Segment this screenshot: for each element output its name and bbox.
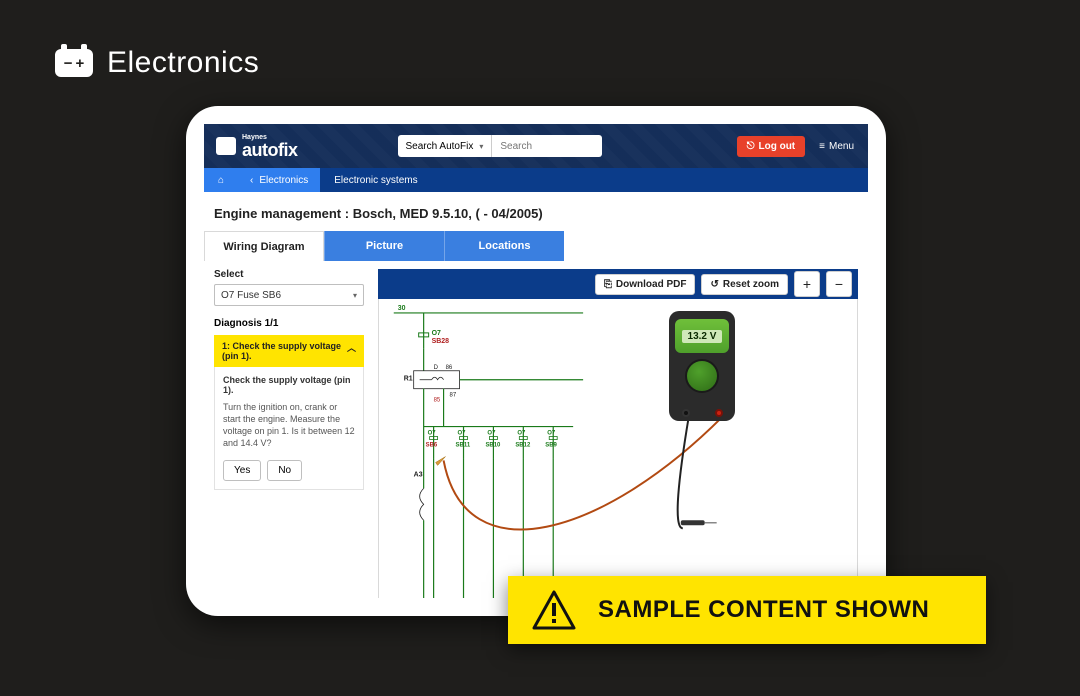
hamburger-icon: ≡ [819,141,825,152]
svg-text:SB9: SB9 [545,443,557,449]
multimeter-port-v [715,409,723,417]
svg-text:O7: O7 [487,431,496,437]
svg-text:SB28: SB28 [432,338,450,345]
component-select-value: O7 Fuse SB6 [221,290,281,301]
breadcrumb-back-label: Electronics [259,175,308,186]
diagnosis-accordion-header[interactable]: 1: Check the supply voltage (pin 1). ︿ [214,335,364,367]
search-group: Search AutoFix ▾ [398,135,603,157]
brand-line2: autofix [242,141,298,159]
search-scope-select[interactable]: Search AutoFix ▾ [398,135,493,157]
sample-content-banner: SAMPLE CONTENT SHOWN [508,576,986,644]
svg-text:O7: O7 [547,431,556,437]
logout-icon: ⎋ [747,141,755,152]
warning-icon [532,590,576,630]
tab-locations[interactable]: Locations [444,231,564,261]
reset-icon: ↺ [710,279,718,290]
search-scope-label: Search AutoFix [406,141,474,152]
component-select[interactable]: O7 Fuse SB6 ▾ [214,284,364,306]
breadcrumb-current-label: Electronic systems [334,175,417,186]
svg-text:30: 30 [398,305,406,312]
diagram-toolbar: ⎘ Download PDF ↺ Reset zoom + − [378,269,858,299]
diagnosis-accordion-body: Check the supply voltage (pin 1). Turn t… [214,367,364,490]
svg-text:SB11: SB11 [456,443,471,449]
yes-button[interactable]: Yes [223,460,261,481]
zoom-in-button[interactable]: + [794,271,820,297]
svg-text:85: 85 [434,398,441,404]
chevron-left-icon: ‹ [250,175,253,186]
step-text: Turn the ignition on, crank or start the… [223,401,355,450]
breadcrumb-home[interactable]: ⌂ [204,168,238,192]
svg-text:R1: R1 [404,376,413,383]
banner-text: SAMPLE CONTENT SHOWN [598,596,929,624]
download-icon: ⎘ [604,279,612,290]
svg-text:D: D [434,365,439,371]
no-button[interactable]: No [267,460,302,481]
breadcrumb: ⌂ ‹ Electronics Electronic systems [204,168,868,192]
svg-text:86: 86 [446,365,453,371]
brand[interactable]: Haynes autofix [212,134,298,159]
logout-button[interactable]: ⎋ Log out [737,136,806,157]
search-input[interactable] [492,135,602,157]
svg-text:O7: O7 [432,330,441,337]
svg-text:O7: O7 [458,431,467,437]
minus-icon: − [835,276,843,292]
tablet-frame: Haynes autofix Search AutoFix ▾ ⎋ Log ou… [186,106,886,616]
chevron-down-icon: ▾ [479,142,483,151]
select-label: Select [214,269,364,280]
page-title: Engine management : Bosch, MED 9.5.10, (… [204,192,868,231]
multimeter-reading: 13.2 V [682,330,723,343]
menu-label: Menu [829,141,854,152]
plus-icon: + [803,276,811,292]
category-header: −+ Electronics [55,46,259,80]
reset-zoom-button[interactable]: ↺ Reset zoom [701,274,788,295]
home-icon: ⌂ [218,175,224,186]
app-topbar: Haynes autofix Search AutoFix ▾ ⎋ Log ou… [204,124,868,168]
tablet-screen: Haynes autofix Search AutoFix ▾ ⎋ Log ou… [204,124,868,598]
download-pdf-button[interactable]: ⎘ Download PDF [595,274,696,295]
multimeter: 13.2 V [669,311,735,421]
multimeter-port-com [682,409,690,417]
reset-label: Reset zoom [723,279,779,290]
breadcrumb-back[interactable]: ‹ Electronics [238,168,320,192]
category-title: Electronics [107,46,259,80]
zoom-out-button[interactable]: − [826,271,852,297]
svg-text:SB10: SB10 [485,443,501,449]
svg-text:O7: O7 [428,431,437,437]
logout-label: Log out [758,141,795,152]
battery-icon: −+ [55,49,93,77]
tab-wiring-diagram[interactable]: Wiring Diagram [204,231,324,261]
tabstrip: Wiring Diagram Picture Locations [204,231,868,261]
diagnosis-label: Diagnosis 1/1 [214,318,364,329]
wiring-diagram-canvas[interactable]: 30O7SB28R1D868785O7SB6O7SB11O7SB10O7SB12… [378,299,858,598]
svg-text:SB12: SB12 [515,443,531,449]
brand-icon [216,137,236,155]
svg-text:O7: O7 [517,431,526,437]
wiring-diagram-svg: 30O7SB28R1D868785O7SB6O7SB11O7SB10O7SB12… [379,299,857,598]
yes-label: Yes [234,465,250,476]
accordion-title: 1: Check the supply voltage (pin 1). [222,341,342,361]
multimeter-ports [669,409,735,417]
svg-text:A3: A3 [414,471,423,478]
tab-label: Picture [366,240,403,252]
breadcrumb-current: Electronic systems [320,168,431,192]
tab-label: Wiring Diagram [223,241,304,253]
sidebar: Select O7 Fuse SB6 ▾ Diagnosis 1/1 1: Ch… [214,269,364,598]
svg-text:SB6: SB6 [426,443,438,449]
no-label: No [278,465,291,476]
download-label: Download PDF [616,279,687,290]
menu-button[interactable]: ≡ Menu [813,141,860,152]
tab-picture[interactable]: Picture [324,231,444,261]
step-title: Check the supply voltage (pin 1). [223,375,355,395]
content-area: Select O7 Fuse SB6 ▾ Diagnosis 1/1 1: Ch… [204,261,868,598]
multimeter-dial [685,359,719,393]
chevron-up-icon: ︿ [347,341,356,354]
tab-label: Locations [479,240,531,252]
diagram-panel: ⎘ Download PDF ↺ Reset zoom + − 30O7SB28… [378,269,858,598]
svg-text:87: 87 [450,393,457,399]
multimeter-screen: 13.2 V [675,319,729,353]
chevron-down-icon: ▾ [353,291,357,300]
